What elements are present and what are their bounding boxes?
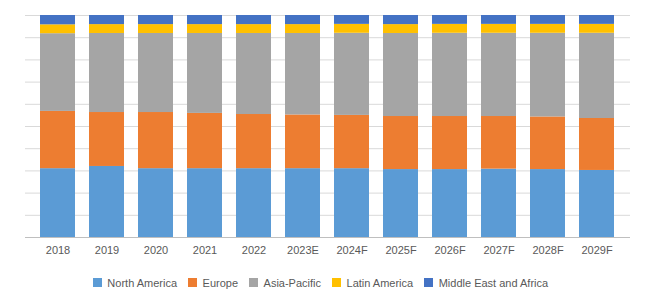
svg-text:2025F: 2025F bbox=[385, 244, 416, 256]
svg-text:2022: 2022 bbox=[242, 244, 266, 256]
html-text:Asia-Pacific: Asia-Pacific bbox=[263, 276, 321, 289]
svg-text:2024F: 2024F bbox=[336, 244, 367, 256]
svg-text:2021: 2021 bbox=[193, 244, 217, 256]
svg-text:2028F: 2028F bbox=[532, 244, 563, 256]
svg-text:2019: 2019 bbox=[95, 244, 119, 256]
svg-text:2018: 2018 bbox=[46, 244, 70, 256]
html-text:North America: North America bbox=[107, 276, 178, 289]
svg-text:2027F: 2027F bbox=[483, 244, 514, 256]
html-text:Latin America: Latin America bbox=[346, 276, 414, 289]
svg-text:2029F: 2029F bbox=[581, 244, 612, 256]
svg-text:2023E: 2023E bbox=[287, 244, 319, 256]
svg-text:2026F: 2026F bbox=[434, 244, 465, 256]
html-text:Middle East and Africa: Middle East and Africa bbox=[438, 276, 549, 289]
html-text:Europe: Europe bbox=[202, 276, 238, 289]
svg-text:2020: 2020 bbox=[144, 244, 168, 256]
